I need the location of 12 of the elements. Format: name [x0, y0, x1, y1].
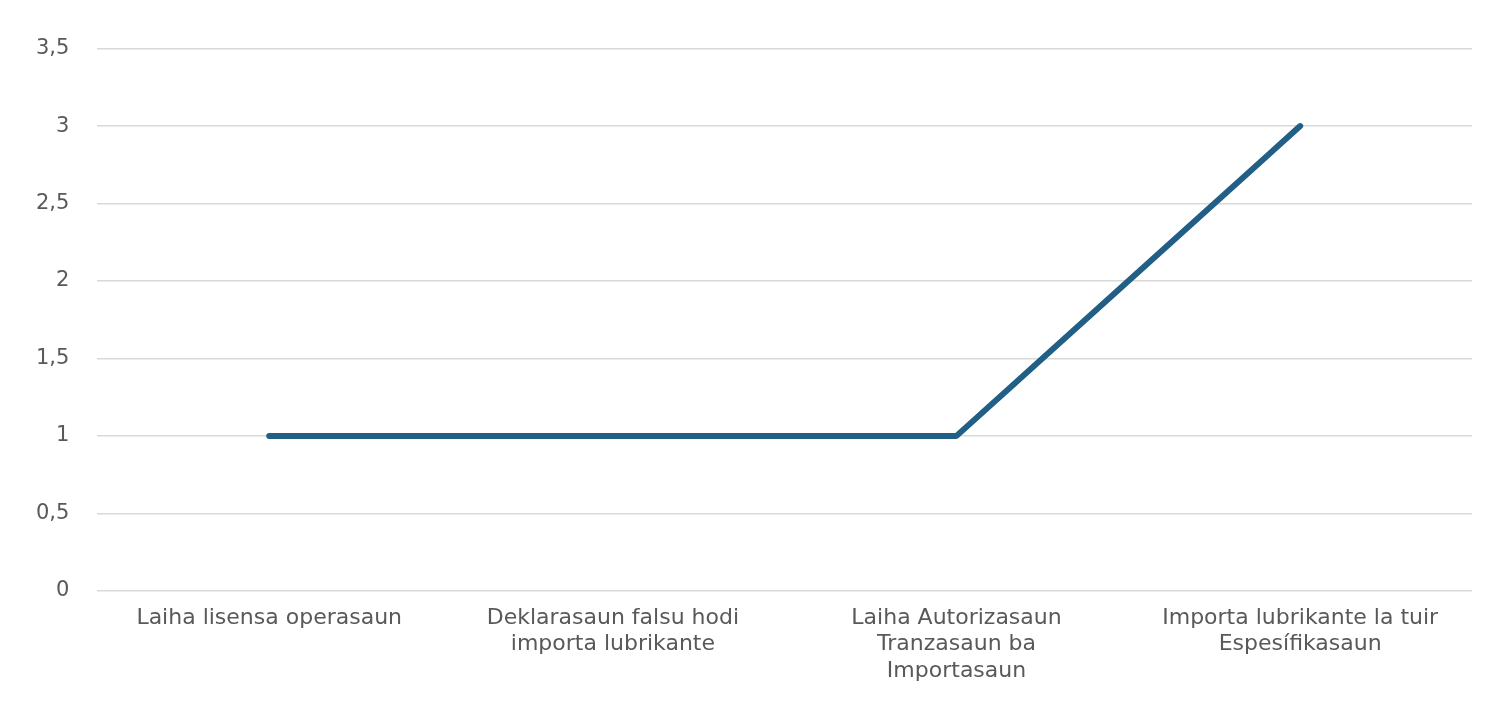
y-tick-label: 1 — [56, 422, 70, 447]
y-tick-label: 0,5 — [35, 499, 70, 524]
y-tick-label: 0 — [56, 577, 70, 602]
y-tick-label: 2 — [56, 267, 70, 292]
y-tick-label: 3 — [56, 112, 70, 137]
x-tick-label: Importa lubrikante la tuir Espesífikasaun — [1162, 603, 1440, 656]
x-tick-label: Deklarasaun falsu hodi importa lubrikante — [486, 603, 740, 656]
y-tick-label: 3,5 — [35, 35, 70, 60]
x-tick-label: Laiha Autorizasaun Tranzasaun ba Importasaun — [851, 603, 1062, 682]
y-tick-label: 1,5 — [35, 344, 70, 369]
x-tick-label: Laiha lisensa operasaun — [136, 603, 403, 629]
y-tick-label: 2,5 — [35, 189, 70, 214]
